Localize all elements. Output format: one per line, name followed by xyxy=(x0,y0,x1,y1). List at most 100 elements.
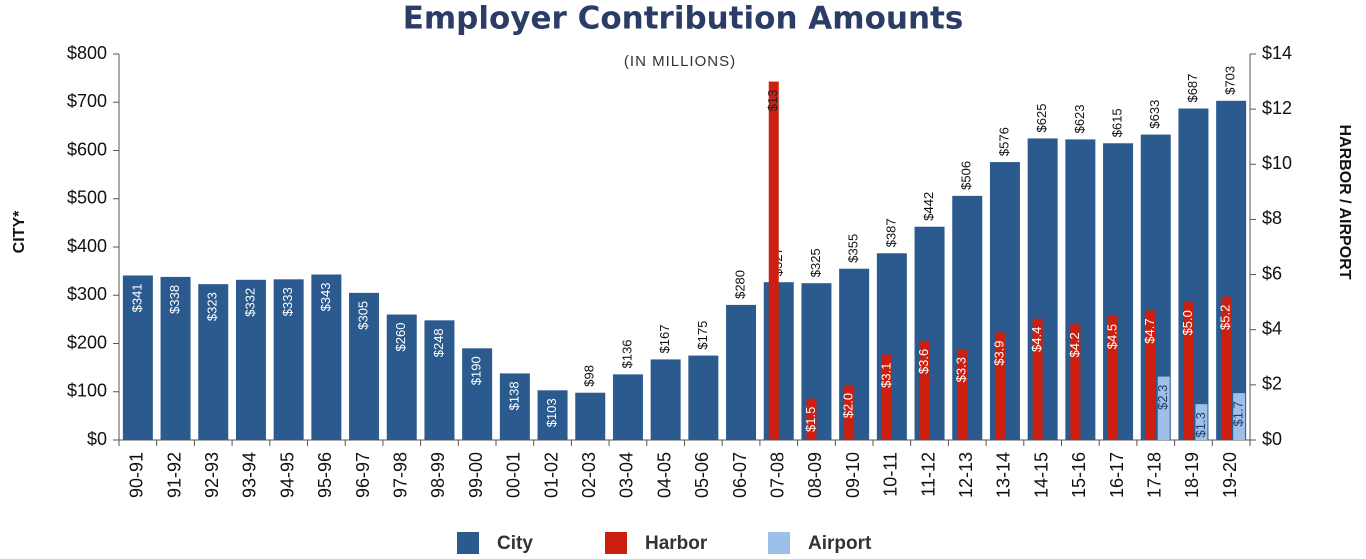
x-tick-label: 97-98 xyxy=(391,452,411,498)
bar xyxy=(726,304,757,440)
x-tick-label: 91-92 xyxy=(164,452,184,498)
x-tick-label: 99-00 xyxy=(466,452,486,498)
bar xyxy=(1070,324,1081,440)
x-tick-label: 07-08 xyxy=(768,452,788,498)
value-label: $615 xyxy=(1109,108,1124,137)
y2-tick-label: $14 xyxy=(1262,43,1292,63)
value-label: $332 xyxy=(242,288,257,317)
legend-label: Harbor xyxy=(645,533,708,554)
value-label: $167 xyxy=(657,325,672,354)
value-label: $3.1 xyxy=(878,363,893,388)
x-tick-label: 98-99 xyxy=(428,452,448,498)
x-tick-label: 13-14 xyxy=(994,452,1014,498)
x-tick-label: 94-95 xyxy=(277,452,297,498)
value-label: $1.5 xyxy=(803,407,818,432)
value-label: $13 xyxy=(765,90,780,112)
x-tick-label: 92-93 xyxy=(202,452,222,498)
bar xyxy=(349,292,380,440)
legend-label: Airport xyxy=(808,533,872,554)
x-tick-label: 95-96 xyxy=(315,452,335,498)
y2-tick-label: $4 xyxy=(1262,318,1282,338)
bar xyxy=(806,398,817,440)
bar xyxy=(768,81,779,441)
bar xyxy=(1233,393,1246,440)
value-label: $280 xyxy=(732,270,747,299)
chart-subtitle: (IN MILLIONS) xyxy=(624,53,736,70)
y-tick-label: $200 xyxy=(67,332,107,352)
x-tick-label: 12-13 xyxy=(956,452,976,498)
x-tick-label: 09-10 xyxy=(843,452,863,498)
legend-swatch xyxy=(605,532,627,554)
bar xyxy=(537,390,568,440)
y2-tick-label: $2 xyxy=(1262,374,1282,394)
y-tick-label: $400 xyxy=(67,236,107,256)
x-tick-label: 16-17 xyxy=(1107,452,1127,498)
y2-tick-label: $12 xyxy=(1262,98,1292,118)
x-tick-label: 11-12 xyxy=(918,452,938,497)
value-label: $338 xyxy=(167,285,182,314)
bar xyxy=(499,373,530,440)
value-label: $3.9 xyxy=(991,340,1006,365)
bar xyxy=(1221,296,1232,440)
bar xyxy=(424,320,455,440)
bar xyxy=(1145,310,1156,440)
bar xyxy=(1108,315,1119,440)
value-label: $2.0 xyxy=(841,393,856,418)
value-label: $625 xyxy=(1034,104,1049,133)
bar xyxy=(122,275,153,440)
value-label: $4.5 xyxy=(1104,324,1119,349)
bar xyxy=(160,276,191,440)
x-tick-label: 90-91 xyxy=(127,452,147,498)
value-label: $138 xyxy=(506,381,521,410)
bar xyxy=(311,274,342,440)
x-tick-label: 03-04 xyxy=(617,452,637,498)
value-label: $98 xyxy=(582,365,597,387)
value-label: $4.7 xyxy=(1142,318,1157,343)
bar xyxy=(1195,404,1208,440)
value-label: $1.7 xyxy=(1231,401,1246,426)
value-label: $576 xyxy=(996,127,1011,156)
value-label: $325 xyxy=(808,248,823,277)
bar xyxy=(881,354,892,440)
value-label: $506 xyxy=(959,161,974,190)
y2-axis-label: HARBOR / AIRPORT xyxy=(1336,125,1353,280)
bar xyxy=(462,348,493,440)
value-label: $260 xyxy=(393,323,408,352)
x-tick-label: 05-06 xyxy=(692,452,712,498)
bar xyxy=(650,359,681,440)
value-label: $103 xyxy=(544,398,559,427)
bar xyxy=(957,349,968,440)
value-label: $341 xyxy=(129,283,144,312)
y-tick-label: $100 xyxy=(67,381,107,401)
value-label: $323 xyxy=(205,292,220,321)
x-tick-label: 04-05 xyxy=(654,452,674,498)
legend-swatch xyxy=(768,532,790,554)
y-tick-label: $300 xyxy=(67,284,107,304)
value-label: $703 xyxy=(1223,66,1238,95)
value-label: $4.2 xyxy=(1067,332,1082,357)
bar xyxy=(919,340,930,440)
bar xyxy=(994,332,1005,440)
x-tick-label: 08-09 xyxy=(805,452,825,498)
value-label: $190 xyxy=(469,356,484,385)
bar xyxy=(198,284,229,440)
x-tick-label: 15-16 xyxy=(1069,452,1089,498)
value-label: $333 xyxy=(280,287,295,316)
bar xyxy=(235,279,266,440)
y2-tick-label: $8 xyxy=(1262,208,1282,228)
x-tick-label: 17-18 xyxy=(1145,452,1165,498)
value-label: $305 xyxy=(355,301,370,330)
x-tick-label: 14-15 xyxy=(1031,452,1051,498)
value-label: $5.2 xyxy=(1218,305,1233,330)
y-tick-label: $600 xyxy=(67,139,107,159)
value-label: $3.6 xyxy=(916,349,931,374)
y-tick-label: $0 xyxy=(87,429,107,449)
y-tick-label: $700 xyxy=(67,91,107,111)
legend-label: City xyxy=(497,533,533,554)
x-tick-label: 00-01 xyxy=(504,452,524,498)
value-label: $633 xyxy=(1147,100,1162,129)
y-tick-label: $500 xyxy=(67,188,107,208)
bar xyxy=(688,355,719,440)
chart-title: Employer Contribution Amounts xyxy=(403,1,964,37)
value-label: $623 xyxy=(1072,104,1087,133)
